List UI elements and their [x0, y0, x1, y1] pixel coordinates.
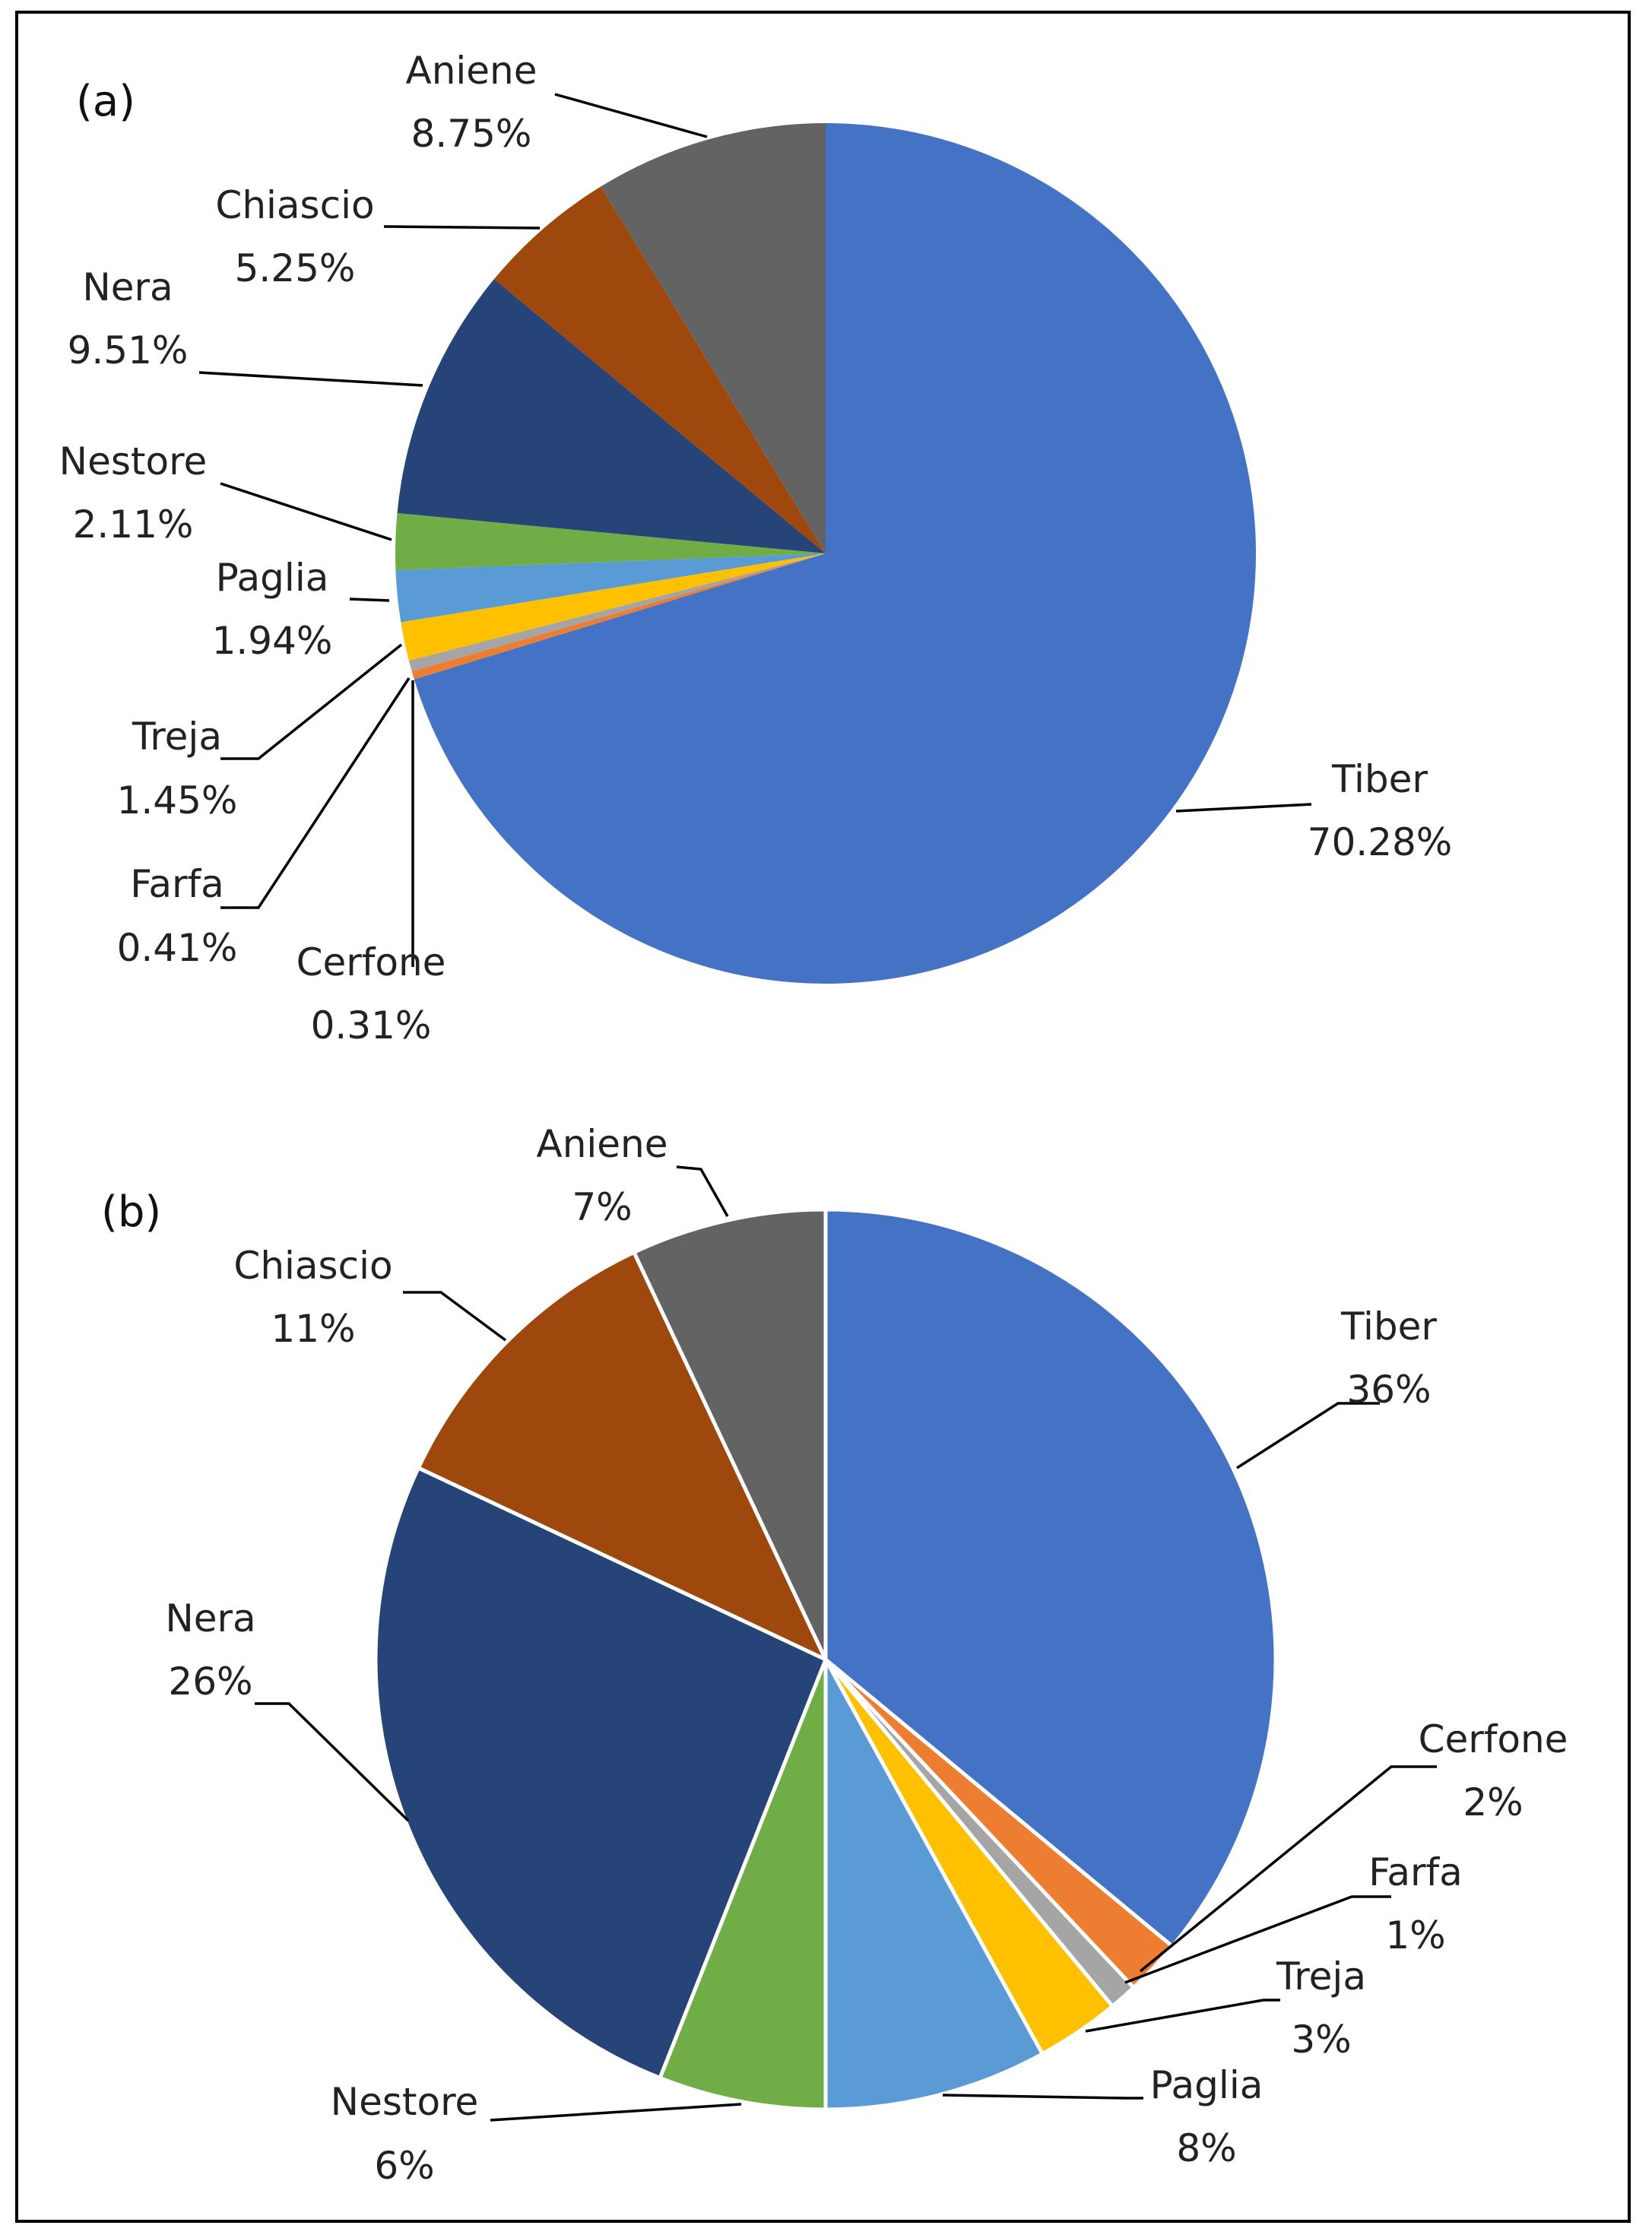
leader-line-paglia — [942, 2094, 1143, 2100]
slice-value-farfa: 0.41% — [117, 926, 238, 970]
pie-b-slices — [373, 1207, 1278, 2112]
slice-label-nera: Nera — [82, 265, 173, 309]
leader-line-nestore — [490, 2103, 742, 2122]
slice-paglia — [823, 1657, 1045, 2112]
slice-value-treja: 3% — [1291, 2018, 1351, 2062]
slice-label-cerfone: Cerfone — [1419, 1717, 1568, 1761]
slice-label-paglia: Paglia — [216, 556, 329, 600]
slice-chiascio — [493, 186, 826, 553]
panel-label-b: (b) — [101, 1187, 161, 1237]
slice-tiber — [823, 1207, 1278, 1948]
pie-b-labels: Tiber 36% Cerfone 2%Farfa 1% Treja 3% Paglia 8% N… — [165, 1122, 1568, 2188]
slice-tiber — [414, 123, 1256, 984]
pie-a-leader-lines — [198, 93, 1312, 967]
slice-value-tiber: 36% — [1346, 1368, 1431, 1412]
slice-value-cerfone: 0.31% — [311, 1003, 432, 1048]
slice-nestore — [658, 1657, 828, 2112]
pie-chart-b: (b) Tiber 36% Cerfone 2%Farfa 1% Treja 3% Pagli… — [101, 1122, 1568, 2188]
slice-value-nestore: 6% — [374, 2144, 434, 2188]
leader-line-aniene — [554, 93, 708, 138]
slice-label-aniene: Aniene — [406, 49, 537, 93]
slice-value-chiascio: 5.25% — [235, 246, 356, 290]
slice-cerfone — [411, 553, 826, 680]
slice-treja — [401, 553, 826, 661]
slice-label-treja: Treja — [132, 715, 222, 759]
slice-label-nera: Nera — [165, 1596, 255, 1640]
slice-value-paglia: 8% — [1176, 2126, 1236, 2170]
slice-label-nestore: Nestore — [331, 2080, 479, 2124]
slice-label-tiber: Tiber — [1331, 757, 1428, 801]
slice-value-treja: 1.45% — [117, 778, 238, 823]
slice-value-chiascio: 11% — [271, 1307, 355, 1351]
slice-value-aniene: 8.75% — [411, 112, 532, 156]
slice-label-cerfone: Cerfone — [296, 940, 446, 984]
slice-value-tiber: 70.28% — [1308, 820, 1453, 864]
slice-aniene — [601, 123, 826, 553]
slice-value-nera: 9.51% — [68, 328, 189, 372]
pie-chart-a: (a) Tiber 70.28% Cerfone 0.31% Farfa 0.41% Tre… — [59, 49, 1453, 1048]
leader-line-cerfone — [1139, 1765, 1437, 1973]
leader-line-chiascio — [403, 1291, 507, 1342]
slice-label-farfa: Farfa — [130, 862, 224, 906]
leader-line-nestore — [220, 482, 392, 541]
slice-value-nestore: 2.11% — [73, 502, 194, 547]
slice-label-nestore: Nestore — [59, 439, 208, 483]
slice-aniene — [632, 1207, 828, 1662]
leader-line-treja — [220, 643, 403, 760]
leader-line-tiber — [1175, 803, 1312, 813]
slice-nestore — [395, 513, 826, 570]
leader-line-nera — [198, 371, 423, 387]
slice-value-cerfone: 2% — [1463, 1780, 1523, 1824]
slice-farfa — [408, 553, 826, 672]
leader-line-aniene — [676, 1165, 729, 1217]
slice-label-paglia: Paglia — [1150, 2063, 1264, 2107]
slice-value-nera: 26% — [168, 1659, 252, 1704]
panel-label-a: (a) — [76, 77, 135, 126]
leader-line-farfa — [220, 677, 411, 909]
slice-value-aniene: 7% — [572, 1185, 632, 1229]
leader-line-farfa — [1124, 1895, 1391, 1984]
leader-line-paglia — [349, 598, 390, 602]
slice-label-tiber: Tiber — [1340, 1304, 1437, 1349]
pie-a-slices — [395, 123, 1256, 984]
slice-label-farfa: Farfa — [1368, 1850, 1463, 1894]
slice-label-chiascio: Chiascio — [215, 183, 374, 227]
slice-chiascio — [416, 1250, 828, 1662]
pie-a-labels: Tiber 70.28% Cerfone 0.31% Farfa 0.41% Treja 1.… — [59, 49, 1453, 1048]
slice-label-chiascio: Chiascio — [233, 1244, 392, 1288]
leader-line-nera — [255, 1702, 410, 1822]
leader-line-tiber — [1236, 1402, 1380, 1469]
slice-label-aniene: Aniene — [537, 1122, 668, 1166]
slice-paglia — [395, 553, 826, 623]
leader-line-chiascio — [383, 225, 541, 230]
pie-b-leader-lines — [255, 1165, 1437, 2122]
slice-value-farfa: 1% — [1385, 1913, 1445, 1957]
slice-label-treja: Treja — [1276, 1954, 1366, 1999]
slice-nera — [397, 279, 826, 553]
leader-line-treja — [1085, 1999, 1280, 2033]
slice-nera — [373, 1466, 828, 2080]
slice-value-paglia: 1.94% — [212, 619, 333, 663]
